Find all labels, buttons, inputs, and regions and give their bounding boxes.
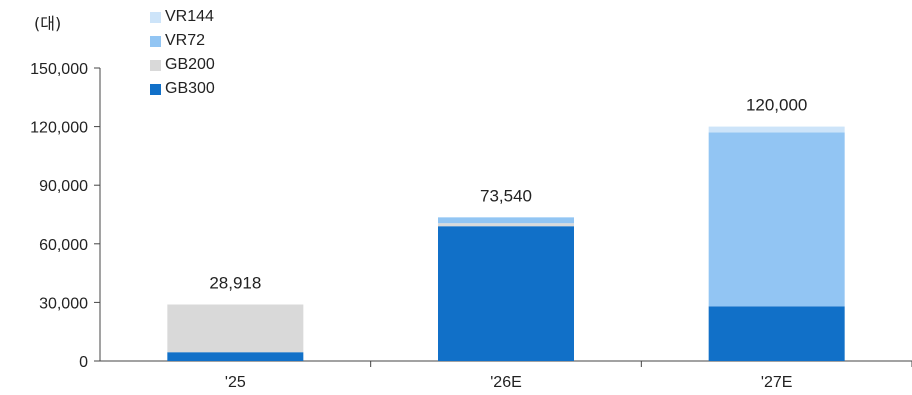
legend-item-gb200: GB200 bbox=[150, 53, 215, 77]
legend-item-vr144: VR144 bbox=[150, 5, 215, 29]
y-tick-label: 0 bbox=[79, 354, 88, 371]
legend: VR144 VR72 GB200 GB300 bbox=[150, 5, 215, 101]
y-tick-label: 30,000 bbox=[39, 295, 88, 312]
total-label: 28,918 bbox=[209, 274, 261, 293]
y-tick-label: 150,000 bbox=[30, 61, 88, 78]
legend-label: VR72 bbox=[165, 32, 206, 49]
legend-swatch bbox=[150, 11, 161, 23]
legend-swatch bbox=[150, 59, 161, 71]
bar-segment-vr144-2 bbox=[708, 126, 845, 133]
bar-segment-vr72-1 bbox=[438, 217, 574, 224]
y-tick-label: 120,000 bbox=[30, 120, 88, 137]
legend-swatch bbox=[150, 35, 161, 47]
bar-segment-gb300-0 bbox=[167, 352, 304, 361]
bar-segment-gb300-1 bbox=[438, 226, 574, 361]
bars bbox=[167, 126, 845, 361]
y-axis-unit-label: (대) bbox=[34, 14, 62, 33]
legend-label: GB200 bbox=[165, 56, 215, 73]
labels: 28,918 '25 73,540 '26E 120,000 '27E bbox=[209, 96, 807, 391]
x-tick-label: '25 bbox=[225, 374, 246, 391]
legend-label: GB300 bbox=[165, 80, 215, 97]
x-tick-label: '26E bbox=[490, 374, 522, 391]
total-label: 120,000 bbox=[746, 96, 807, 115]
bar-segment-gb200-0 bbox=[167, 304, 304, 353]
legend-item-gb300: GB300 bbox=[150, 77, 215, 101]
legend-label: VR144 bbox=[165, 8, 214, 25]
bar-segment-gb300-2 bbox=[708, 306, 845, 361]
bar-segment-vr72-2 bbox=[708, 132, 845, 307]
total-label: 73,540 bbox=[480, 186, 532, 205]
legend-swatch bbox=[150, 83, 161, 95]
y-tick-label: 90,000 bbox=[39, 178, 88, 195]
y-tick-label: 60,000 bbox=[39, 237, 88, 254]
x-tick-label: '27E bbox=[761, 374, 793, 391]
bar-segment-gb200-1 bbox=[438, 223, 574, 227]
legend-item-vr72: VR72 bbox=[150, 29, 215, 53]
